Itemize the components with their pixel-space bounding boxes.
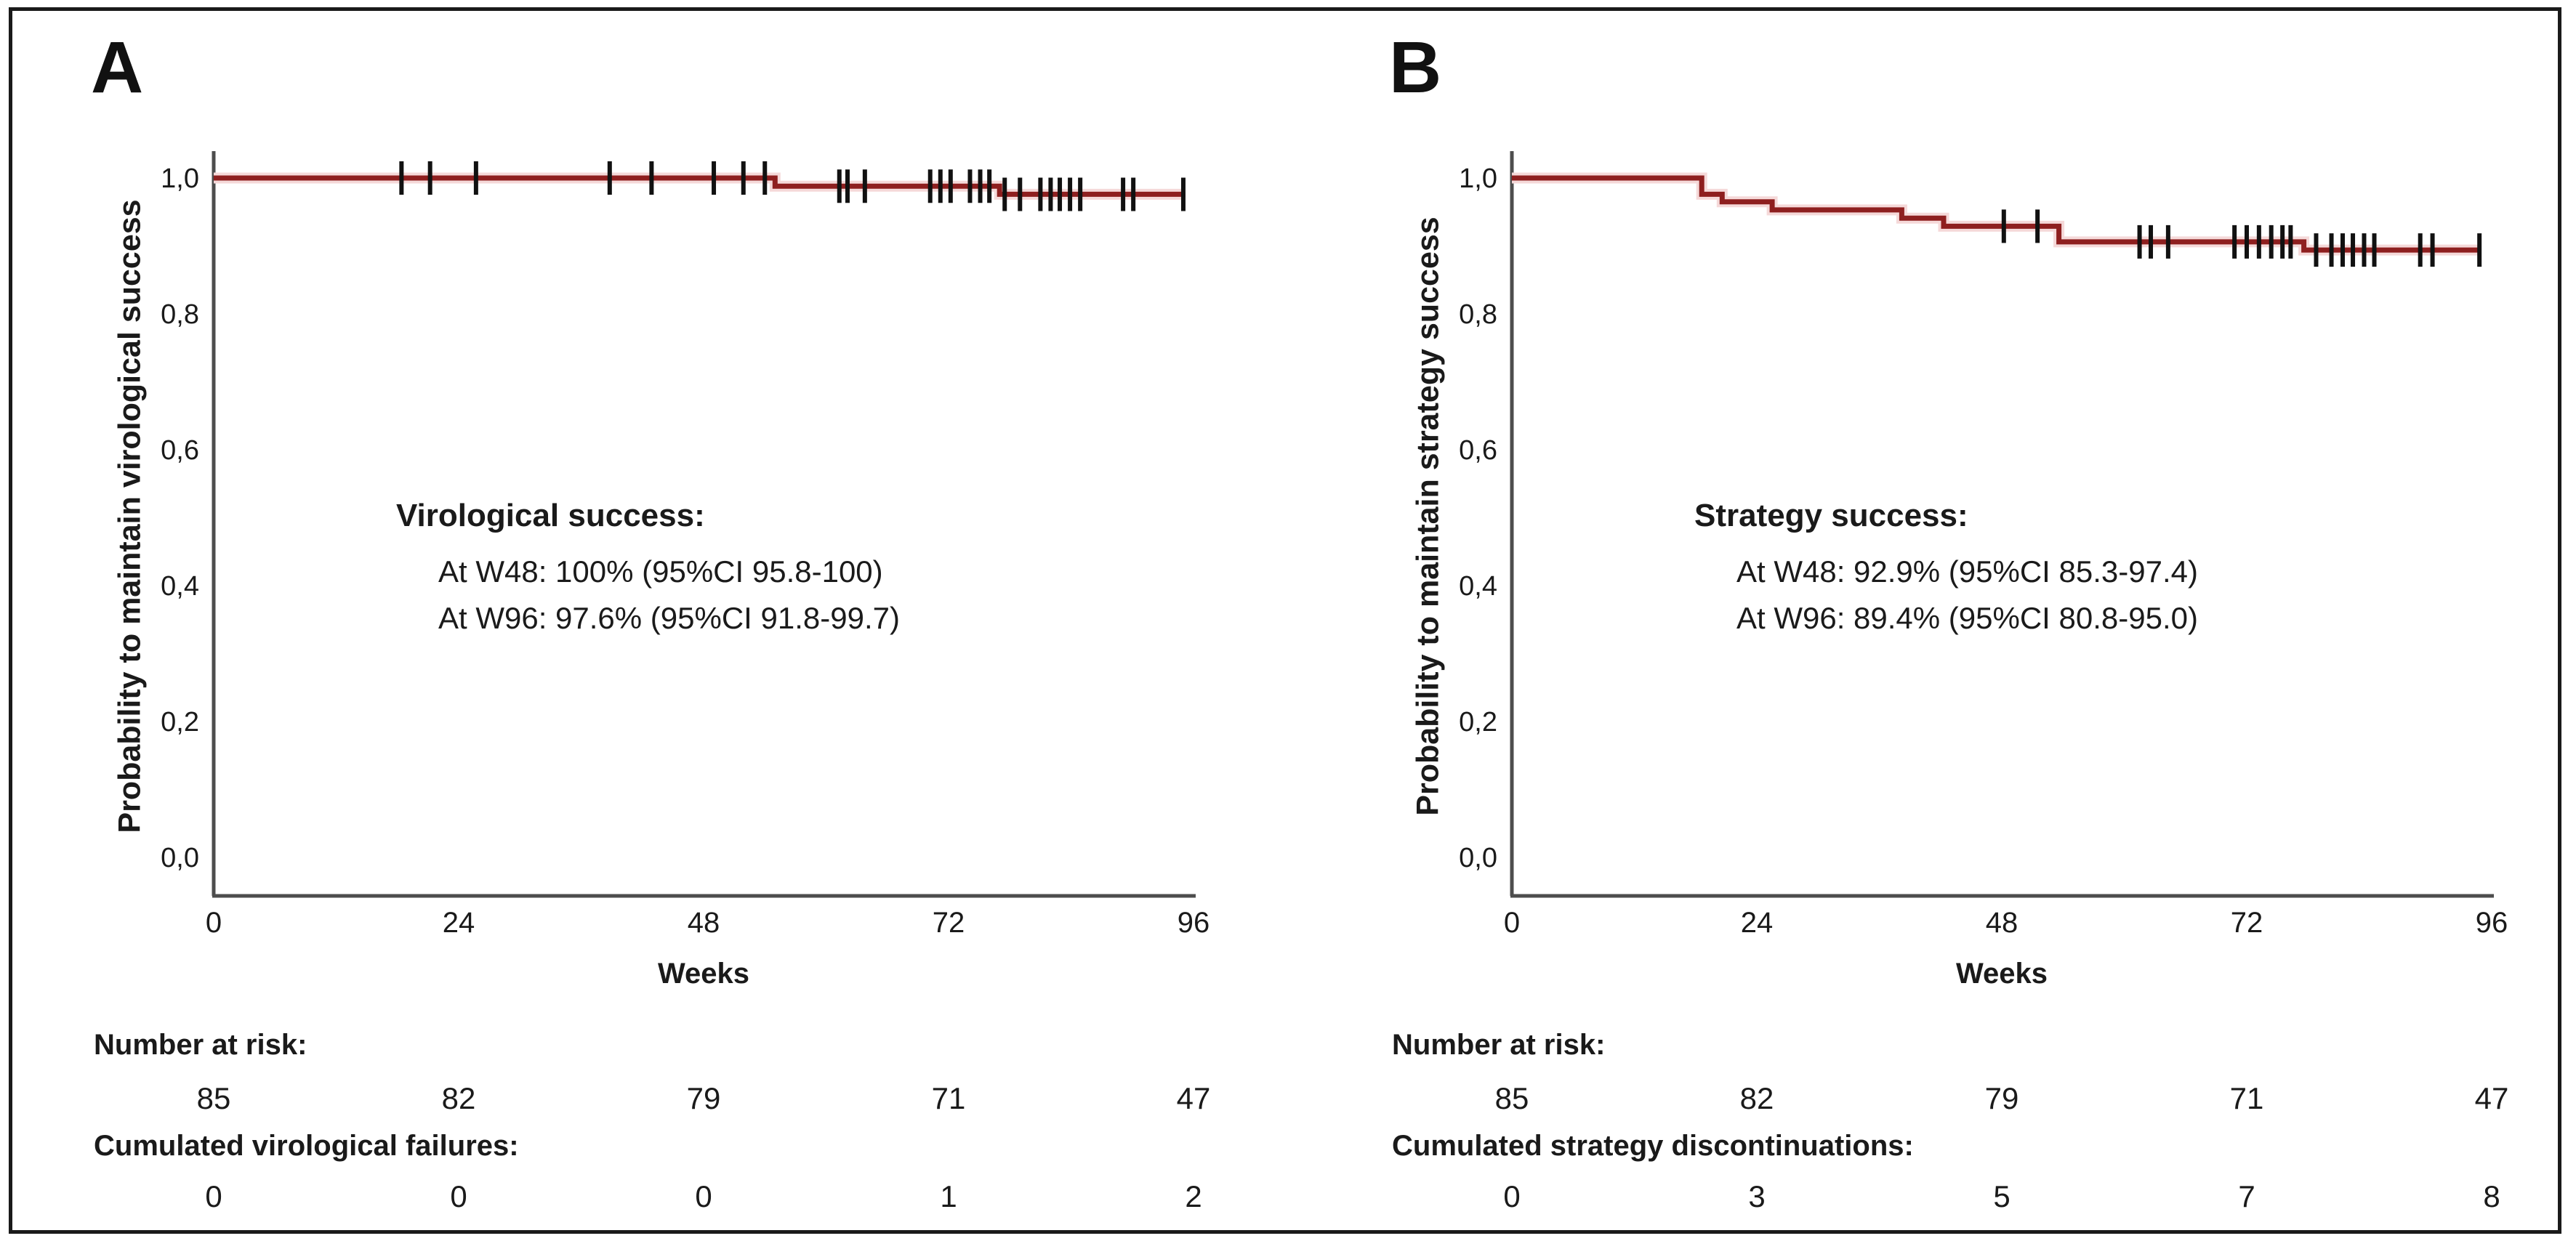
y-tick-label: 0,4 (161, 571, 199, 602)
x-tick-label: 0 (1504, 907, 1520, 939)
risk-table-value: 0 (205, 1179, 222, 1213)
y-tick-label: 0,4 (1459, 571, 1497, 602)
risk-table-value: 85 (196, 1081, 231, 1115)
risk-table-value: 7 (2238, 1179, 2255, 1213)
risk-table-value: 85 (1494, 1081, 1529, 1115)
risk-table-value: 47 (2474, 1081, 2509, 1115)
number-at-risk-label: Number at risk: (1392, 1029, 1606, 1061)
x-tick-label: 48 (1986, 907, 2018, 939)
x-tick-label: 24 (1741, 907, 1774, 939)
cumulated-events-label: Cumulated virological failures: (94, 1130, 519, 1162)
y-tick-label: 0,2 (1459, 707, 1497, 737)
x-tick-label: 48 (688, 907, 720, 939)
risk-table-value: 82 (441, 1081, 476, 1115)
x-tick-label: 72 (2231, 907, 2263, 939)
annotation-title: Strategy success: (1694, 498, 1968, 533)
y-tick-label: 0,8 (1459, 299, 1497, 330)
risk-table-value: 5 (1993, 1179, 2011, 1213)
annotation-line: At W96: 89.4% (95%CI 80.8-95.0) (1736, 601, 2198, 635)
risk-table-value: 79 (1984, 1081, 2019, 1115)
x-tick-label: 96 (1178, 907, 1210, 939)
km-curve (1512, 175, 2480, 253)
y-tick-label: 0,8 (161, 299, 199, 330)
risk-table-value: 71 (2229, 1081, 2264, 1115)
annotation-title: Virological success: (396, 498, 705, 533)
panel-a: A Probability to maintain virological su… (12, 11, 1300, 1257)
km-curve (214, 175, 1186, 197)
figure-frame: A Probability to maintain virological su… (9, 7, 2561, 1234)
panel-a-letter: A (91, 27, 144, 108)
y-tick-label: 1,0 (1459, 163, 1497, 194)
risk-table-value: 1 (940, 1179, 957, 1213)
panel-a-annotation: Virological success: At W48: 100% (95%CI… (396, 498, 900, 642)
panel-b-annotation: Strategy success: At W48: 92.9% (95%CI 8… (1694, 498, 2198, 642)
y-tick-label: 0,0 (1459, 843, 1497, 873)
risk-table-value: 0 (450, 1179, 467, 1213)
risk-table-value: 8 (2483, 1179, 2500, 1213)
cumulated-events-label: Cumulated strategy discontinuations: (1392, 1130, 1914, 1162)
x-axis-title: Weeks (1956, 958, 2048, 990)
risk-table-value: 0 (695, 1179, 712, 1213)
risk-table-value: 82 (1739, 1081, 1774, 1115)
y-tick-label: 1,0 (161, 163, 199, 194)
panel-b-letter: B (1389, 27, 1442, 108)
x-tick-label: 0 (206, 907, 222, 939)
risk-table-value: 2 (1185, 1179, 1202, 1213)
km-curve-halo (1512, 172, 2480, 256)
y-tick-label: 0,0 (161, 843, 199, 873)
y-tick-label: 0,6 (161, 435, 199, 466)
y-tick-label: 0,6 (1459, 435, 1497, 466)
x-tick-label: 96 (2476, 907, 2508, 939)
panel-a-plot: 1,0 0,8 0,6 0,4 0,2 0,0 0 24 48 72 96 Weeks (161, 151, 1210, 990)
number-at-risk-label: Number at risk: (94, 1029, 307, 1061)
risk-table-value: 71 (931, 1081, 966, 1115)
annotation-line: At W96: 97.6% (95%CI 91.8-99.7) (438, 601, 900, 635)
risk-table-value: 3 (1748, 1179, 1766, 1213)
y-tick-label: 0,2 (161, 707, 199, 737)
x-axis-title: Weeks (658, 958, 749, 990)
risk-table-value: 47 (1176, 1081, 1211, 1115)
x-tick-label: 24 (443, 907, 475, 939)
panel-b: B Probability to maintain strategy succe… (1311, 11, 2576, 1257)
panel-b-plot: 1,0 0,8 0,6 0,4 0,2 0,0 0 24 48 72 96 Weeks (1459, 151, 2508, 990)
risk-table-value: 79 (686, 1081, 721, 1115)
x-tick-label: 72 (933, 907, 965, 939)
annotation-line: At W48: 92.9% (95%CI 85.3-97.4) (1736, 554, 2198, 589)
risk-table-value: 0 (1503, 1179, 1521, 1213)
annotation-line: At W48: 100% (95%CI 95.8-100) (438, 554, 883, 589)
